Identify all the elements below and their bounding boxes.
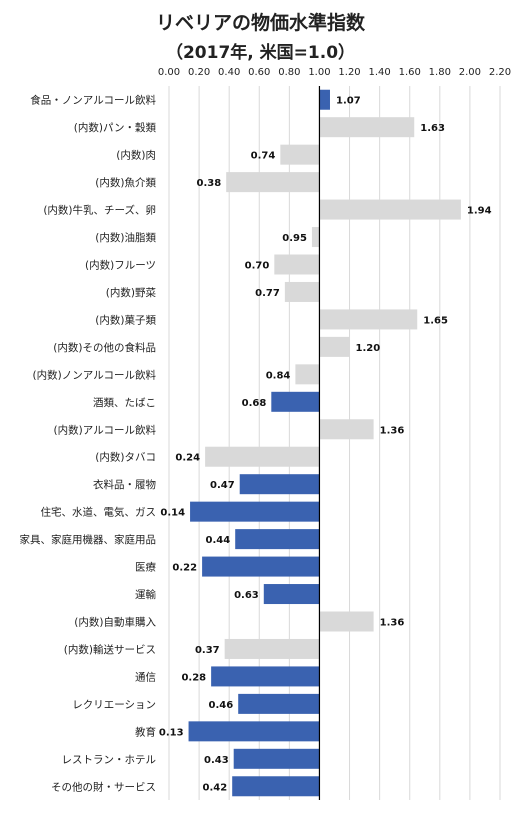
bar: [274, 254, 320, 275]
x-tick-label: 0.60: [248, 67, 270, 78]
category-label: 教育: [135, 725, 156, 738]
category-label: 家具、家庭用機器、家庭用品: [20, 533, 157, 546]
value-label: 0.37: [195, 645, 220, 656]
bar: [224, 638, 320, 659]
value-labels: 1.07 1.63 0.74 0.38 1.94 0.95 0.70 0.77 1.65 1.20…: [159, 96, 492, 794]
category-label: (内数)フルーツ: [85, 259, 156, 272]
gridlines: [168, 86, 501, 800]
value-label: 0.44: [206, 535, 231, 546]
value-label: 1.36: [380, 618, 405, 629]
category-label: (内数)牛乳、チーズ、卵: [43, 204, 156, 217]
category-label: その他の財・サービス: [51, 780, 156, 793]
bar: [232, 776, 320, 797]
bar: [239, 474, 320, 495]
x-tick-label: 1.60: [399, 67, 421, 78]
value-label: 0.70: [245, 261, 270, 272]
value-label: 0.77: [255, 288, 280, 299]
bar: [271, 391, 320, 412]
x-tick-label: 1.00: [308, 67, 330, 78]
category-label: (内数)肉: [116, 149, 156, 162]
category-label: 衣料品・履物: [93, 478, 156, 491]
bar: [233, 748, 320, 769]
category-label: (内数)パン・穀類: [74, 121, 157, 134]
x-tick-label: 2.20: [489, 67, 511, 78]
value-label: 0.47: [210, 480, 235, 491]
bar: [319, 336, 350, 357]
x-tick-label: 1.80: [429, 67, 451, 78]
category-label: 通信: [135, 671, 156, 683]
value-label: 0.68: [242, 398, 267, 409]
bar: [284, 281, 320, 302]
bar: [311, 227, 320, 248]
chart-title: リベリアの物価水準指数: [155, 12, 365, 34]
value-label: 0.74: [251, 151, 276, 162]
x-tick-label: 1.40: [369, 67, 391, 78]
bar: [202, 556, 320, 577]
bar: [238, 693, 320, 714]
category-label: (内数)油脂類: [95, 231, 156, 244]
category-label: (内数)ノンアルコール飲料: [33, 368, 157, 381]
x-tick-label: 0.00: [158, 67, 180, 78]
x-tick-label: 1.20: [338, 67, 360, 78]
bar: [319, 309, 418, 330]
value-label: 0.38: [196, 178, 221, 189]
bar: [319, 611, 374, 632]
value-label: 0.63: [234, 590, 259, 601]
value-label: 1.36: [380, 425, 405, 436]
bar: [190, 501, 320, 522]
value-label: 1.94: [467, 206, 492, 217]
value-label: 1.20: [356, 343, 381, 354]
category-label: (内数)輸送サービス: [64, 643, 156, 656]
value-label: 0.95: [282, 233, 307, 244]
value-label: 0.13: [159, 727, 184, 738]
value-label: 1.65: [423, 315, 448, 326]
value-label: 0.14: [160, 508, 185, 519]
category-label: 医療: [135, 561, 156, 574]
value-label: 0.43: [204, 755, 229, 766]
category-labels: 食品・ノンアルコール飲料 (内数)パン・穀類 (内数)肉 (内数)魚介類 (内数)牛乳、…: [20, 94, 157, 794]
bar: [226, 172, 320, 193]
value-label: 0.28: [181, 672, 206, 683]
category-label: 住宅、水道、電気、ガス: [41, 506, 157, 519]
bars: [188, 89, 461, 797]
bar: [319, 117, 415, 138]
category-label: (内数)魚介類: [95, 176, 156, 189]
value-label: 1.07: [336, 96, 361, 107]
category-label: (内数)菓子類: [95, 313, 156, 326]
category-label: 酒類、たばこ: [93, 396, 156, 409]
bar: [295, 364, 320, 385]
bar: [205, 446, 320, 467]
bar: [211, 666, 320, 687]
chart-subtitle: （2017年, 米国=1.0）: [165, 43, 356, 63]
value-label: 1.63: [420, 123, 445, 134]
bar: [319, 89, 330, 110]
category-label: (内数)自動車購入: [74, 616, 156, 629]
bar: [235, 529, 320, 550]
x-axis-tick-labels: 0.00 0.20 0.40 0.60 0.80 1.00 1.20 1.40 1.60 1.80…: [158, 67, 511, 78]
bar: [319, 419, 374, 440]
category-label: (内数)アルコール飲料: [54, 423, 157, 436]
value-label: 0.24: [175, 453, 200, 464]
category-label: レクリエーション: [72, 699, 156, 711]
category-label: レストラン・ホテル: [62, 754, 157, 766]
bar: [188, 721, 320, 742]
category-label: (内数)その他の食料品: [53, 341, 156, 354]
bar: [280, 144, 320, 165]
value-label: 0.22: [172, 563, 197, 574]
value-label: 0.42: [203, 782, 228, 793]
x-tick-label: 2.00: [459, 67, 481, 78]
category-label: 食品・ノンアルコール飲料: [30, 94, 156, 107]
category-label: 運輸: [135, 588, 156, 601]
x-tick-label: 0.80: [278, 67, 300, 78]
x-tick-label: 0.20: [188, 67, 210, 78]
value-label: 0.84: [266, 370, 291, 381]
value-label: 0.46: [209, 700, 234, 711]
bar: [319, 199, 461, 220]
bar: [263, 584, 320, 605]
category-label: (内数)野菜: [106, 286, 157, 299]
category-label: (内数)タバコ: [95, 451, 156, 464]
x-tick-label: 0.40: [218, 67, 240, 78]
